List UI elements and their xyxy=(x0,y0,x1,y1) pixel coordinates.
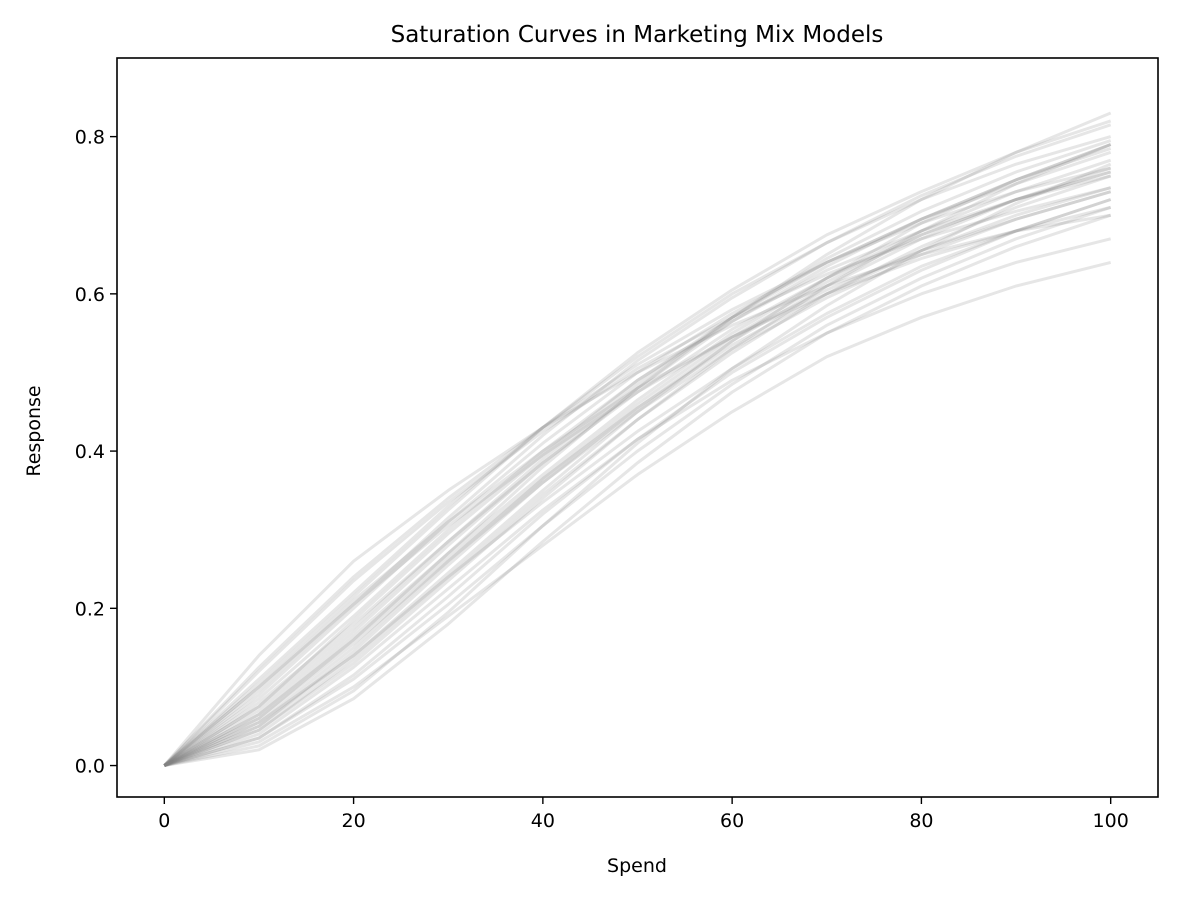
y-tick-label: 0.4 xyxy=(75,441,105,463)
curve-line-13 xyxy=(163,143,1112,767)
curve-line-12 xyxy=(163,260,1112,768)
curve-line-4 xyxy=(163,198,1112,767)
curve-line-19 xyxy=(164,162,1112,768)
curve-line-11 xyxy=(163,237,1112,767)
x-tick-label: 80 xyxy=(909,810,933,832)
curve-line-3 xyxy=(163,166,1112,767)
curve-line-26 xyxy=(163,139,1112,767)
curve-line-25 xyxy=(163,205,1112,767)
curve-line-5 xyxy=(164,213,1112,768)
curve-line-7 xyxy=(163,150,1112,767)
curve-line-28 xyxy=(163,190,1112,767)
curve-line-9 xyxy=(163,166,1112,767)
x-axis: 0 20 40 60 80 100 xyxy=(158,797,1129,832)
curve-line-18 xyxy=(163,186,1112,767)
curve-line-10 xyxy=(163,205,1112,767)
y-axis-label: Response xyxy=(23,385,45,476)
x-tick-label: 0 xyxy=(158,810,170,832)
curve-line-2 xyxy=(163,146,1112,767)
y-tick-label: 0.6 xyxy=(75,284,105,306)
curve-line-20 xyxy=(163,170,1112,767)
x-tick-label: 20 xyxy=(341,810,365,832)
curve-line-30 xyxy=(163,143,1112,767)
curve-line-6 xyxy=(163,213,1111,767)
y-tick-label: 0.0 xyxy=(75,756,105,778)
chart-title: Saturation Curves in Marketing Mix Model… xyxy=(391,22,884,48)
curve-line-23 xyxy=(163,143,1112,767)
y-axis: 0.0 0.2 0.4 0.6 0.8 xyxy=(75,127,117,778)
curve-line-1 xyxy=(163,119,1112,767)
x-axis-label: Spend xyxy=(607,855,667,877)
x-tick-label: 40 xyxy=(531,810,555,832)
y-tick-label: 0.8 xyxy=(75,127,105,149)
curve-line-24 xyxy=(163,186,1112,767)
plot-frame xyxy=(116,57,1159,798)
curve-line-8 xyxy=(163,111,1112,767)
curve-line-21 xyxy=(163,123,1112,767)
curve-line-16 xyxy=(163,135,1112,767)
x-tick-label: 60 xyxy=(720,810,744,832)
curve-line-29 xyxy=(163,158,1112,767)
curve-line-22 xyxy=(163,190,1112,767)
x-tick-label: 100 xyxy=(1093,810,1129,832)
curve-line-15 xyxy=(163,170,1112,767)
curve-line-27 xyxy=(163,198,1112,767)
curve-line-17 xyxy=(163,174,1112,767)
curve-line-14 xyxy=(163,174,1112,767)
y-tick-label: 0.2 xyxy=(75,598,105,620)
curve-lines xyxy=(163,111,1112,768)
